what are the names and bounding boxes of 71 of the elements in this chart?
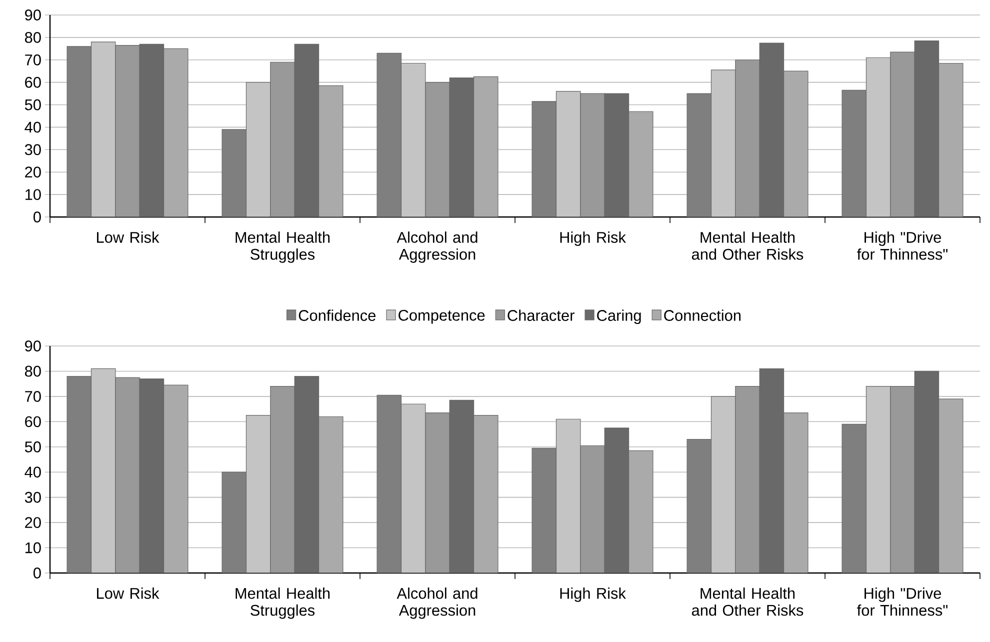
bar	[90, 42, 116, 217]
y-tick-label: 0	[34, 212, 41, 222]
y-tick-label: 60	[25, 76, 41, 88]
y-tick-label: 70	[25, 54, 41, 66]
x-tick-label: Low Risk	[97, 588, 160, 599]
y-tick-label: 90	[25, 340, 41, 352]
legend-label: Confidence	[298, 310, 376, 321]
bar	[270, 62, 295, 217]
bar	[400, 404, 426, 573]
x-tick-label: Mental Health and Other Risks	[692, 588, 804, 616]
bar	[686, 93, 712, 217]
y-tick-label: 80	[24, 366, 41, 377]
bar	[473, 415, 498, 573]
legend-label: Character	[508, 310, 574, 321]
bar	[783, 412, 808, 573]
legend-label: Competence	[398, 310, 485, 324]
bar	[628, 450, 654, 573]
bar	[376, 394, 402, 573]
bar	[532, 101, 557, 217]
y-tick-label: 80	[24, 32, 41, 43]
bar	[532, 448, 557, 573]
bar	[580, 93, 605, 217]
bar	[686, 439, 712, 573]
bar	[376, 52, 402, 217]
bar	[842, 424, 867, 573]
bar	[115, 44, 140, 217]
y-tick-label: 90	[25, 10, 41, 20]
bar	[735, 60, 760, 217]
legend-label: Caring	[597, 310, 641, 324]
bar	[163, 48, 188, 217]
y-tick-label: 30	[24, 144, 41, 156]
y-tick-label: 30	[24, 492, 41, 503]
y-tick-label: 10	[25, 542, 41, 554]
bar	[842, 90, 867, 217]
y-tick-label: 20	[25, 166, 41, 178]
x-tick-label: High Risk	[560, 588, 626, 602]
bar	[938, 62, 964, 217]
x-tick-label: Mental Health and Other Risks	[692, 232, 804, 260]
bar	[222, 472, 247, 573]
y-tick-label: 20	[25, 517, 41, 528]
x-tick-label: Mental Health Struggles	[236, 232, 330, 263]
legend-label: Connection	[664, 310, 740, 321]
x-tick-label: Mental Health Struggles	[236, 588, 330, 619]
y-tick-label: 50	[24, 99, 41, 110]
bar	[318, 416, 344, 573]
bar	[556, 90, 581, 217]
bar	[473, 76, 498, 217]
bar	[163, 384, 188, 573]
y-tick-label: 70	[25, 390, 41, 402]
y-tick-label: 50	[24, 441, 41, 452]
x-tick-label: High Risk	[560, 232, 626, 246]
x-tick-label: Alcohol and Aggression	[396, 588, 478, 619]
y-tick-label: 40	[24, 122, 41, 133]
bar	[783, 70, 808, 217]
bar	[66, 46, 92, 217]
bar	[318, 85, 344, 217]
bar	[66, 376, 92, 573]
bar	[222, 129, 247, 217]
y-tick-label: 60	[25, 416, 41, 428]
bar	[890, 52, 915, 217]
bar	[425, 82, 450, 217]
bar	[628, 111, 654, 217]
x-tick-label: Alcohol and Aggression	[396, 232, 478, 263]
bar	[938, 398, 964, 573]
y-tick-label: 10	[25, 189, 41, 200]
y-tick-label: 0	[34, 568, 41, 578]
bar	[400, 62, 426, 217]
x-tick-label: High "Drive for Thinness"	[857, 588, 948, 616]
x-tick-label: High "Drive for Thinness"	[857, 232, 948, 260]
y-tick-label: 40	[24, 466, 41, 478]
x-tick-label: Low Risk	[97, 232, 160, 243]
